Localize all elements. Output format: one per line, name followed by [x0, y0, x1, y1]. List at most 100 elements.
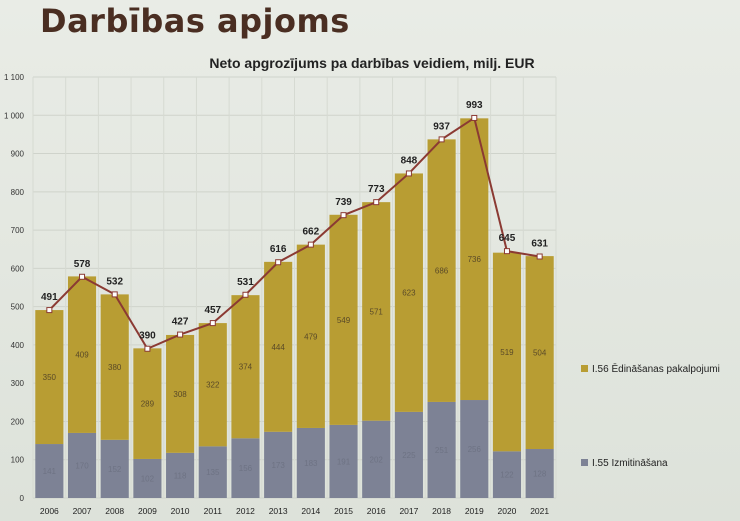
data-label-edinasanas: 519 [500, 348, 514, 357]
bar-edinasanas [231, 295, 260, 439]
data-label-edinasanas: 444 [271, 343, 285, 352]
bar-izmitinasana [362, 420, 391, 498]
total-label: 993 [466, 100, 483, 111]
x-tick-label: 2020 [498, 506, 517, 516]
data-label-izmitinasana: 135 [206, 468, 220, 477]
data-label-izmitinasana: 191 [337, 457, 351, 466]
total-marker [144, 345, 151, 352]
chart-labels: 141 350 170 409 152 380 102 289 118 308 135 322 156 3… [41, 100, 548, 484]
x-tick-label: 2007 [73, 506, 92, 516]
y-tick-label: 400 [11, 341, 25, 350]
chart-title: Neto apgrozījums pa darbības veidiem, mi… [209, 55, 534, 71]
x-tick-label: 2010 [171, 506, 190, 516]
y-tick-label: 1 000 [4, 111, 25, 120]
x-tick-label: 2006 [40, 506, 59, 516]
total-label: 532 [106, 276, 123, 287]
bar-edinasanas [166, 334, 195, 453]
y-tick-label: 900 [11, 150, 25, 159]
bar-izmitinasana [264, 431, 293, 498]
y-tick-label: 1 100 [4, 73, 25, 82]
total-marker [275, 259, 282, 266]
y-tick-label: 100 [11, 456, 25, 465]
x-tick-label: 2019 [465, 506, 484, 516]
chart-legend: I.56 Ēdināšanas pakalpojumi I.55 Izmitinā… [581, 363, 720, 469]
data-label-edinasanas: 409 [75, 351, 89, 360]
bar-izmitinasana [100, 439, 129, 498]
total-label: 457 [204, 305, 221, 316]
data-label-izmitinasana: 122 [500, 471, 514, 480]
data-label-edinasanas: 549 [337, 316, 351, 325]
legend-swatch [581, 365, 588, 372]
total-marker [503, 248, 510, 255]
bar-izmitinasana [329, 424, 358, 498]
data-label-edinasanas: 736 [468, 255, 482, 264]
y-tick-label: 500 [11, 303, 25, 312]
total-marker [111, 291, 118, 298]
bar-edinasanas [67, 276, 97, 433]
total-label: 616 [270, 244, 287, 255]
data-label-izmitinasana: 118 [174, 471, 187, 480]
bar-edinasanas [296, 244, 325, 428]
data-label-edinasanas: 289 [141, 400, 155, 409]
x-tick-label: 2018 [432, 506, 451, 516]
bar-izmitinasana [133, 458, 162, 498]
bar-edinasanas [198, 323, 227, 447]
chart-axes: 0 100 200 300 400 500 600 700 800 900 1 000 1 100 20… [4, 73, 549, 516]
x-tick-label: 2017 [399, 506, 418, 516]
data-label-izmitinasana: 225 [402, 451, 416, 460]
data-label-edinasanas: 380 [108, 363, 122, 372]
data-label-edinasanas: 623 [402, 289, 416, 298]
bar-izmitinasana [492, 451, 522, 498]
bar-edinasanas [525, 256, 554, 450]
x-tick-label: 2016 [367, 506, 386, 516]
bar-izmitinasana [394, 411, 423, 498]
bar-edinasanas [362, 202, 391, 421]
data-label-edinasanas: 571 [370, 307, 384, 316]
bar-izmitinasana [525, 449, 554, 498]
legend-swatch [581, 459, 588, 466]
bar-edinasanas [492, 252, 522, 452]
bar-izmitinasana [231, 438, 260, 498]
total-label: 531 [237, 277, 254, 288]
bar-izmitinasana [296, 427, 325, 498]
total-marker [536, 253, 543, 260]
total-label: 491 [41, 292, 58, 303]
total-label: 390 [139, 331, 156, 342]
total-marker [471, 114, 478, 121]
data-label-edinasanas: 504 [533, 349, 547, 358]
bar-izmitinasana [35, 444, 64, 498]
data-label-izmitinasana: 128 [533, 470, 547, 479]
data-label-edinasanas: 686 [435, 267, 449, 276]
y-tick-label: 600 [11, 264, 25, 273]
x-tick-label: 2008 [105, 506, 124, 516]
bar-edinasanas [460, 118, 489, 401]
legend-label: I.55 Izmitināšana [592, 458, 668, 469]
total-marker [46, 307, 53, 314]
data-label-izmitinasana: 173 [271, 461, 285, 470]
y-tick-label: 0 [20, 494, 25, 503]
total-label: 739 [335, 197, 352, 208]
x-tick-label: 2014 [301, 506, 320, 516]
bar-edinasanas [100, 294, 129, 440]
bar-izmitinasana [67, 432, 97, 498]
total-marker [340, 212, 347, 219]
data-label-edinasanas: 308 [173, 390, 187, 399]
total-label: 578 [74, 259, 91, 270]
bar-izmitinasana [427, 401, 456, 498]
bar-edinasanas [394, 173, 423, 412]
data-label-izmitinasana: 156 [239, 464, 253, 473]
data-label-izmitinasana: 202 [370, 455, 384, 464]
y-tick-label: 800 [11, 188, 25, 197]
total-marker [373, 199, 380, 206]
bar-edinasanas [35, 310, 64, 445]
total-line [48, 116, 540, 351]
total-label: 662 [303, 227, 320, 238]
data-label-edinasanas: 479 [304, 332, 318, 341]
x-tick-label: 2011 [204, 506, 223, 516]
x-tick-label: 2012 [236, 506, 255, 516]
slide-title: Darbības apjoms [40, 2, 350, 40]
total-marker [405, 170, 412, 177]
bar-izmitinasana [198, 446, 227, 498]
data-label-izmitinasana: 152 [108, 465, 122, 474]
